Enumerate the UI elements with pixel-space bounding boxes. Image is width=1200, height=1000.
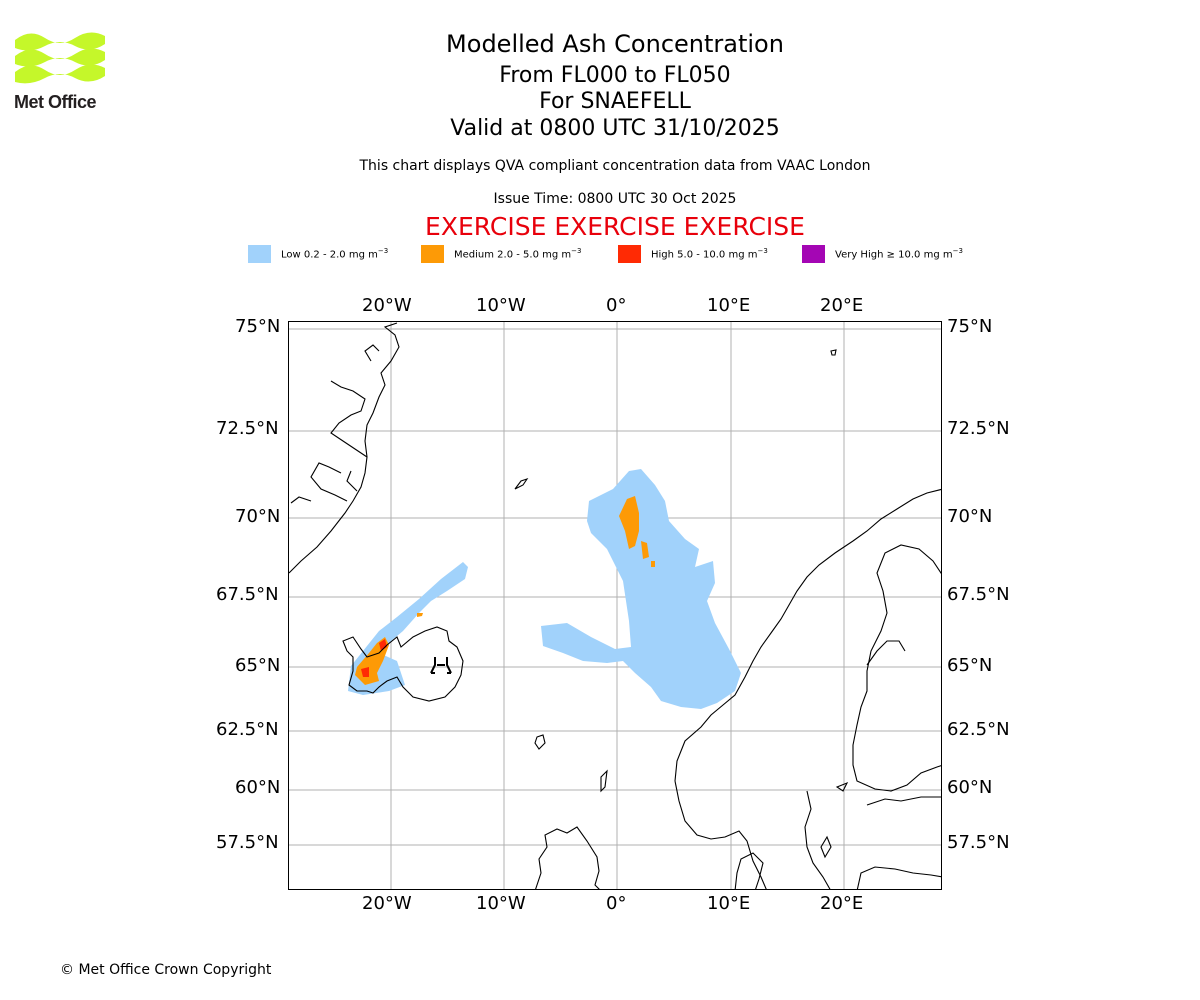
legend-exponent: −3 (377, 247, 389, 256)
lon-tick-top-0: 0° (606, 295, 627, 316)
logo-text: Met Office (14, 92, 97, 112)
legend-exponent: −3 (757, 247, 768, 256)
lat-tick-left-60: 60°N (235, 777, 281, 798)
legend-item-very-high: Very High ≥ 10.0 mg m−3 (802, 244, 963, 264)
lat-tick-left-65: 65°N (235, 655, 281, 676)
lon-tick-top-10w: 10°W (476, 295, 526, 316)
legend-swatch-very-high (802, 245, 825, 263)
greenland-coastline (289, 322, 400, 574)
lat-tick-right-60: 60°N (947, 777, 993, 798)
lon-tick-bottom-10e: 10°E (707, 893, 751, 914)
copyright-footer: © Met Office Crown Copyright (60, 962, 272, 978)
lat-tick-right-65: 65°N (947, 655, 993, 676)
lat-tick-right-62-5: 62.5°N (947, 719, 1010, 740)
legend-exponent: −3 (952, 247, 963, 256)
lon-tick-bottom-10w: 10°W (476, 893, 526, 914)
valid-time: Valid at 0800 UTC 31/10/2025 (450, 116, 780, 141)
norway-coastline (674, 488, 941, 782)
iceland-coastline (342, 626, 464, 702)
lat-tick-left-72-5: 72.5°N (216, 418, 279, 439)
ash-map (288, 321, 942, 890)
legend-label-medium: Medium 2.0 - 5.0 mg m (454, 249, 572, 261)
map-canvas (289, 322, 941, 889)
lon-tick-bottom-0: 0° (606, 893, 627, 914)
legend-swatch-high (618, 245, 641, 263)
lat-tick-left-75: 75°N (235, 316, 281, 337)
lat-tick-right-70: 70°N (947, 506, 993, 527)
volcano-icon (430, 657, 452, 674)
lat-tick-right-67-5: 67.5°N (947, 584, 1010, 605)
met-office-waves-icon (15, 32, 105, 84)
lon-tick-top-20w: 20°W (362, 295, 412, 316)
scotland-coastline (535, 826, 600, 889)
graticule (289, 322, 941, 889)
compliance-note: This chart displays QVA compliant concen… (359, 158, 871, 174)
exercise-banner: EXERCISE EXERCISE EXERCISE (425, 212, 805, 241)
coastlines (289, 322, 941, 889)
lat-tick-right-57-5: 57.5°N (947, 832, 1010, 853)
ash-high (361, 639, 387, 677)
legend-item-medium: Medium 2.0 - 5.0 mg m−3 (421, 244, 581, 264)
lon-tick-bottom-20w: 20°W (362, 893, 412, 914)
legend-label-low: Low 0.2 - 2.0 mg m (281, 249, 378, 261)
lon-tick-bottom-20e: 20°E (820, 893, 864, 914)
ash-low (348, 469, 741, 709)
lon-tick-top-10e: 10°E (707, 295, 751, 316)
chart-title: Modelled Ash Concentration (446, 30, 784, 58)
lat-tick-right-72-5: 72.5°N (947, 418, 1010, 439)
legend-swatch-medium (421, 245, 444, 263)
legend-swatch-low (248, 245, 271, 263)
lat-tick-left-57-5: 57.5°N (216, 832, 279, 853)
legend-label-very-high: Very High ≥ 10.0 mg m (835, 249, 953, 261)
met-office-logo: Met Office (14, 30, 110, 112)
issue-time: Issue Time: 0800 UTC 30 Oct 2025 (493, 191, 737, 207)
denmark-coastline (734, 852, 764, 889)
lat-tick-left-70: 70°N (235, 506, 281, 527)
legend-item-high: High 5.0 - 10.0 mg m−3 (618, 244, 768, 264)
lat-tick-left-62-5: 62.5°N (216, 719, 279, 740)
lat-tick-left-67-5: 67.5°N (216, 584, 279, 605)
lon-tick-top-20e: 20°E (820, 295, 864, 316)
jan-mayen-coastline (514, 477, 529, 490)
volcano-name: For SNAEFELL (539, 89, 691, 114)
legend-label-high: High 5.0 - 10.0 mg m (651, 249, 758, 261)
lat-tick-right-75: 75°N (947, 316, 993, 337)
flight-levels: From FL000 to FL050 (499, 63, 731, 88)
legend-item-low: Low 0.2 - 2.0 mg m−3 (248, 244, 388, 264)
legend-exponent: −3 (571, 247, 582, 256)
